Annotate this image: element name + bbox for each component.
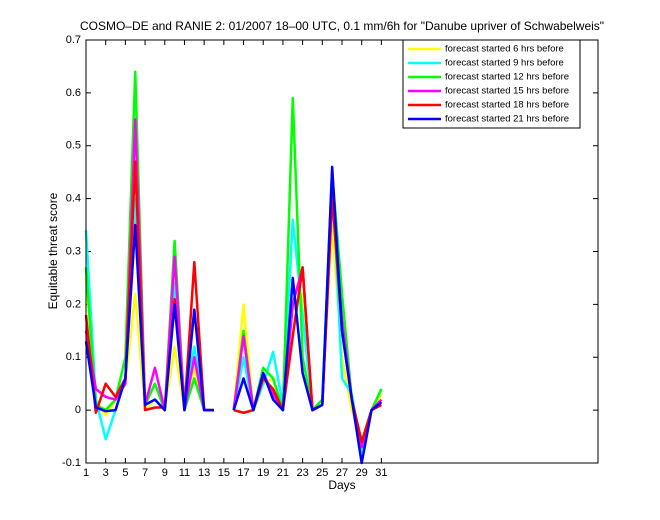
x-tick-label: 23 (296, 467, 308, 479)
x-tick-label: 19 (257, 467, 269, 479)
x-tick-label: 15 (218, 467, 230, 479)
x-tick-label: 27 (336, 467, 348, 479)
y-tick-label: 0.4 (66, 193, 81, 205)
x-tick-label: 11 (179, 467, 190, 479)
x-tick-label: 17 (237, 467, 249, 479)
y-tick-label: 0.6 (66, 87, 81, 99)
y-tick-label: 0.5 (66, 140, 81, 152)
legend-label: forecast started 6 hrs before (445, 44, 564, 55)
y-tick-label: 0 (75, 404, 81, 416)
x-tick-label: 25 (316, 467, 328, 479)
x-tick-label: 9 (162, 467, 168, 479)
x-tick-label: 1 (83, 467, 89, 479)
y-tick-label: 0.3 (66, 245, 81, 257)
legend-label: forecast started 12 hrs before (445, 72, 569, 83)
y-axis-label: Equitable threat score (46, 192, 60, 309)
x-tick-label: 5 (122, 467, 128, 479)
legend-box (402, 39, 581, 129)
plot-frame (85, 39, 599, 464)
chart-title: COSMO–DE and RANIE 2: 01/2007 18–00 UTC,… (80, 19, 604, 33)
series-line (84, 165, 383, 465)
x-tick-label: 7 (142, 467, 148, 479)
legend-label: forecast started 21 hrs before (445, 114, 569, 125)
y-tick-label: 0.2 (66, 298, 81, 310)
x-tick-label: 13 (198, 467, 210, 479)
x-axis-label: Days (328, 478, 355, 492)
x-tick-label: 29 (356, 467, 368, 479)
x-tick-label: 21 (277, 467, 289, 479)
legend-label: forecast started 18 hrs before (445, 100, 569, 111)
legend-label: forecast started 9 hrs before (445, 58, 564, 69)
x-tick-label: 3 (103, 467, 109, 479)
legend-label: forecast started 15 hrs before (445, 86, 569, 97)
y-tick-label: -0.1 (62, 457, 81, 469)
y-tick-label: 0.7 (66, 34, 81, 46)
x-tick-label: 31 (375, 467, 387, 479)
y-tick-label: 0.1 (66, 351, 81, 363)
